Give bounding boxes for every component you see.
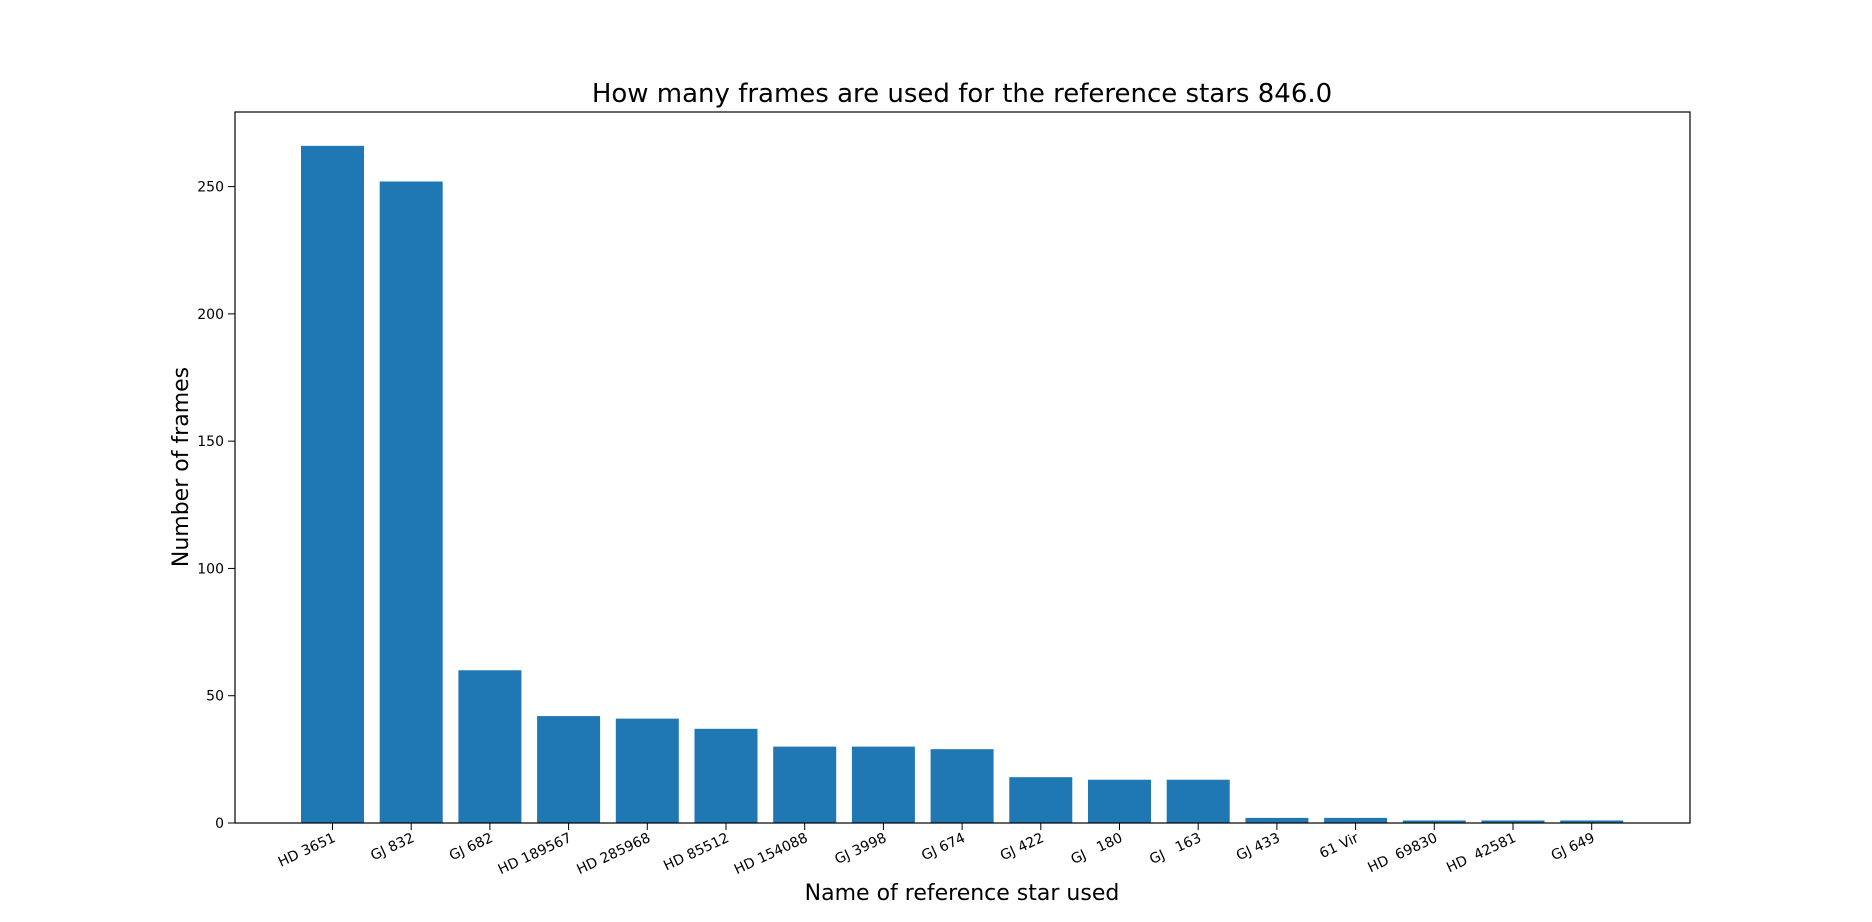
y-tick-label: 50 — [206, 689, 224, 705]
chart-title: How many frames are used for the referen… — [592, 79, 1332, 109]
bar — [1245, 817, 1309, 823]
bar — [537, 716, 601, 823]
x-tick-label: HD 69830 — [1365, 830, 1440, 876]
x-tick-label: GJ 180 — [1069, 830, 1126, 868]
x-tick-label: HD 189567 — [496, 830, 575, 878]
x-tick-label: GJ 422 — [998, 830, 1047, 864]
bar — [1166, 779, 1230, 823]
bar — [301, 145, 364, 823]
x-tick-label: GJ 3998 — [832, 830, 889, 868]
bar — [1088, 779, 1151, 823]
y-axis-title: Number of frames — [169, 367, 194, 567]
x-tick-label: HD 42581 — [1444, 830, 1519, 876]
x-tick-label: GJ 649 — [1549, 830, 1598, 864]
x-tick-label: GJ 163 — [1147, 830, 1204, 868]
x-tick-label: HD 85512 — [661, 830, 731, 874]
bar — [694, 728, 758, 823]
bar — [930, 749, 994, 823]
y-tick-label: 0 — [215, 816, 224, 832]
x-tick-label: GJ 682 — [447, 830, 496, 864]
bar — [1560, 820, 1624, 823]
bar — [1009, 777, 1073, 823]
x-tick-label: HD 3651 — [276, 830, 338, 870]
y-tick-label: 250 — [197, 180, 224, 196]
y-tick-label: 200 — [197, 307, 224, 323]
x-tick-label: GJ 832 — [368, 830, 417, 864]
y-axis: 0 50 100 150 200 250 — [197, 180, 235, 832]
y-tick-label: 100 — [197, 561, 224, 577]
bar — [615, 718, 679, 823]
bar — [1481, 820, 1545, 823]
bar — [1402, 820, 1466, 823]
x-axis-title: Name of reference star used — [805, 881, 1120, 906]
y-tick-label: 150 — [197, 434, 224, 450]
bar — [851, 746, 915, 823]
x-tick-label: HD 285968 — [574, 830, 653, 878]
x-tick-label: 61 Vir — [1317, 830, 1361, 862]
bar — [379, 181, 443, 824]
x-axis: HD 3651 GJ 832 GJ 682 HD 189567 HD 285968 HD … — [276, 823, 1598, 878]
bar — [773, 746, 837, 823]
x-tick-label: GJ 674 — [919, 830, 968, 864]
bars-group — [301, 145, 1624, 824]
plot-frame — [234, 111, 1691, 824]
x-tick-label: HD 154088 — [732, 830, 811, 878]
x-tick-label: GJ 433 — [1234, 830, 1283, 864]
bar — [458, 670, 522, 823]
bar — [1324, 817, 1388, 823]
